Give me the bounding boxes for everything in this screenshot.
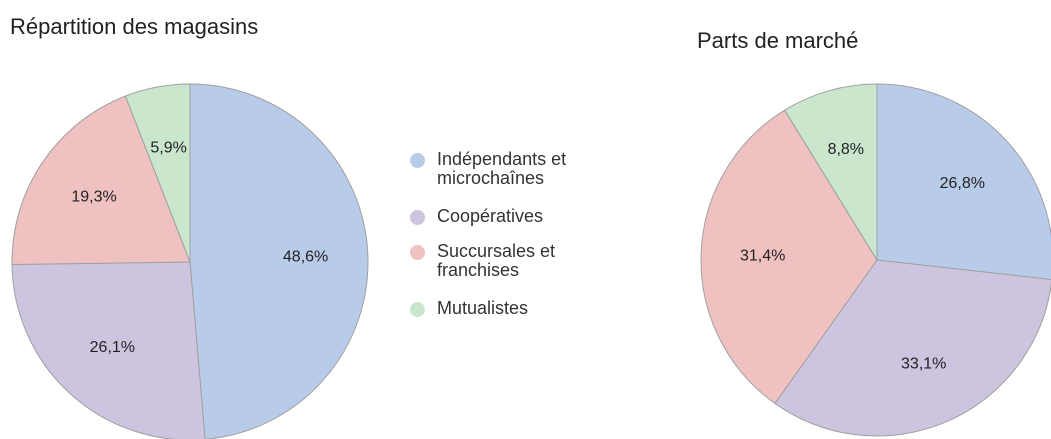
- data-label: 26,8%: [940, 175, 985, 192]
- legend-label: Coopératives: [437, 206, 544, 226]
- data-label: 31,4%: [740, 247, 785, 264]
- data-label: 19,3%: [71, 189, 116, 206]
- pie-slice: [700, 109, 878, 405]
- legend-marker: [410, 302, 425, 317]
- data-label: 5,9%: [150, 140, 186, 157]
- chart-title: Répartition des magasins: [10, 14, 259, 39]
- pie-slice: [124, 83, 191, 263]
- legend-label: Succursales et franchises: [437, 241, 556, 280]
- data-label: 48,6%: [283, 248, 328, 265]
- data-label: 26,1%: [90, 339, 135, 356]
- legend-label: Indépendants et microchaînes: [437, 149, 567, 188]
- data-label: 8,8%: [828, 141, 864, 158]
- data-label: 33,1%: [901, 356, 946, 373]
- pie-slice: [189, 83, 369, 439]
- legend-label: Mutualistes: [437, 298, 529, 318]
- legend-marker: [410, 245, 425, 260]
- legend-marker: [410, 210, 425, 225]
- pie-slice: [774, 259, 1051, 437]
- chart-title: Parts de marché: [697, 28, 859, 53]
- pie-slice: [11, 95, 191, 266]
- pie-slice: [876, 83, 1051, 280]
- legend-marker: [410, 153, 425, 168]
- pie-slice: [783, 83, 878, 262]
